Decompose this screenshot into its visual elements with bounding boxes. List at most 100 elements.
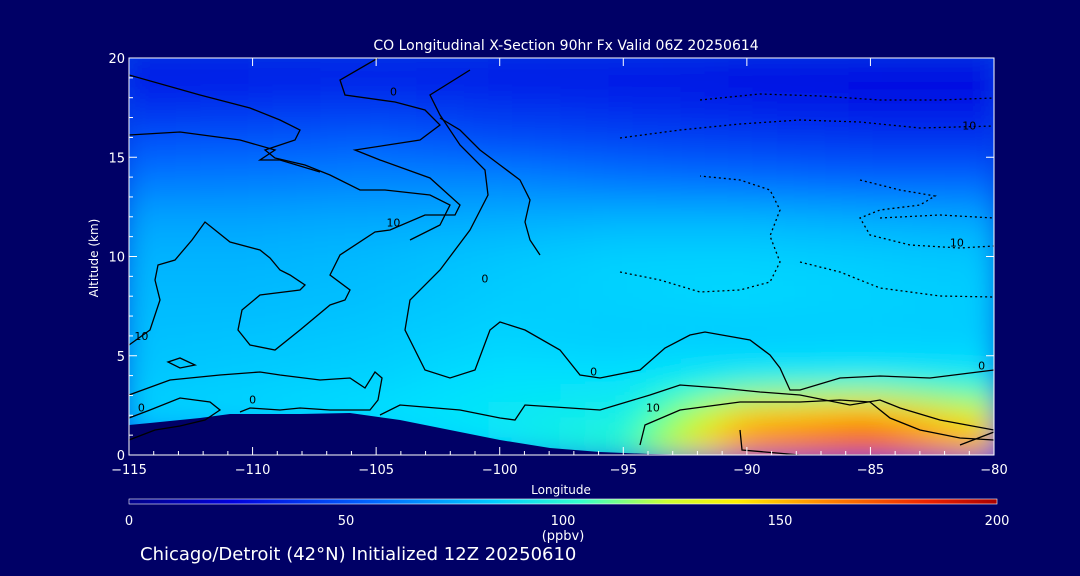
field-cell [464, 129, 491, 150]
field-cell [704, 93, 731, 114]
footer-caption: Chicago/Detroit (42°N) Initialized 12Z 2… [140, 544, 576, 565]
colorbar-tick-label: 0 [125, 514, 133, 529]
field-cell [800, 58, 827, 78]
field-cell [728, 309, 755, 330]
field-cell [680, 75, 707, 96]
field-cell [752, 291, 779, 312]
field-cell [896, 93, 923, 114]
field-cell [824, 58, 851, 78]
field-cell [152, 237, 179, 258]
field-cell [896, 75, 923, 96]
field-cell [536, 363, 563, 384]
field-cell [272, 381, 299, 402]
field-cell [248, 273, 275, 294]
field-cell [464, 291, 491, 312]
contour-label: 0 [590, 366, 597, 379]
field-cell [632, 165, 659, 186]
field-cell [824, 165, 851, 186]
field-cell [776, 129, 803, 150]
contour-line [739, 429, 880, 455]
field-cell [129, 219, 155, 240]
field-cell [368, 255, 395, 276]
field-cell [776, 219, 803, 240]
field-cell [848, 93, 875, 114]
field-cell [272, 237, 299, 258]
field-cell [560, 363, 587, 384]
field-cell [392, 363, 419, 384]
field-cell [536, 327, 563, 348]
field-cell [296, 273, 323, 294]
field-cell [200, 93, 227, 114]
field-cell [464, 345, 491, 366]
field-cell [536, 291, 563, 312]
field-cell [560, 201, 587, 222]
field-cell [848, 435, 875, 455]
field-cell [848, 273, 875, 294]
field-cell [344, 291, 371, 312]
field-cell [584, 327, 611, 348]
field-cell [872, 147, 899, 168]
field-cell [464, 165, 491, 186]
field-cell [536, 237, 563, 258]
field-cell [920, 399, 947, 420]
field-cell [800, 165, 827, 186]
field-cell [224, 273, 251, 294]
field-cell [464, 75, 491, 96]
field-cell [392, 273, 419, 294]
field-cell [152, 219, 179, 240]
colorbar-ticks: 0 50 100 150 200 [125, 514, 1010, 529]
field-cell [296, 93, 323, 114]
field-cell [176, 345, 203, 366]
field-cell [656, 183, 683, 204]
y-axis-label: Altitude (km) [87, 219, 101, 298]
field-cell [656, 291, 683, 312]
field-cell [944, 381, 971, 402]
field-cell [320, 93, 347, 114]
field-cell [320, 327, 347, 348]
field-cell [776, 58, 803, 78]
field-cell [872, 255, 899, 276]
field-cell [776, 75, 803, 96]
field-cell [848, 255, 875, 276]
field-cell [129, 381, 155, 402]
field-cell [320, 165, 347, 186]
field-cell [968, 381, 994, 402]
field-cell [800, 345, 827, 366]
field-cell [704, 201, 731, 222]
field-cell [200, 291, 227, 312]
field-cell [944, 165, 971, 186]
field-cell [152, 327, 179, 348]
contour-label: 0 [138, 401, 145, 414]
field-cell [272, 345, 299, 366]
field-cell [632, 111, 659, 132]
field-cell [416, 345, 443, 366]
field-cell [560, 129, 587, 150]
field-cell [344, 345, 371, 366]
field-cell [632, 129, 659, 150]
field-cell [848, 417, 875, 438]
field-cell [944, 93, 971, 114]
field-cell [848, 327, 875, 348]
field-cell [608, 345, 635, 366]
field-cell [824, 237, 851, 258]
x-tick-label: −85 [857, 463, 884, 478]
field-cell [320, 147, 347, 168]
field-cell [824, 417, 851, 438]
field-cell [512, 111, 539, 132]
field-cell [392, 255, 419, 276]
field-cell [920, 237, 947, 258]
field-cell [488, 291, 515, 312]
field-cell [920, 273, 947, 294]
field-cell [200, 75, 227, 96]
field-cell [344, 201, 371, 222]
field-cell [896, 58, 923, 78]
field-cell [656, 273, 683, 294]
field-cell [248, 58, 275, 78]
field-cell [824, 75, 851, 96]
field-cell [728, 201, 755, 222]
field-cell [968, 435, 994, 455]
field-cell [320, 309, 347, 330]
field-cell [560, 273, 587, 294]
field-cell [176, 219, 203, 240]
